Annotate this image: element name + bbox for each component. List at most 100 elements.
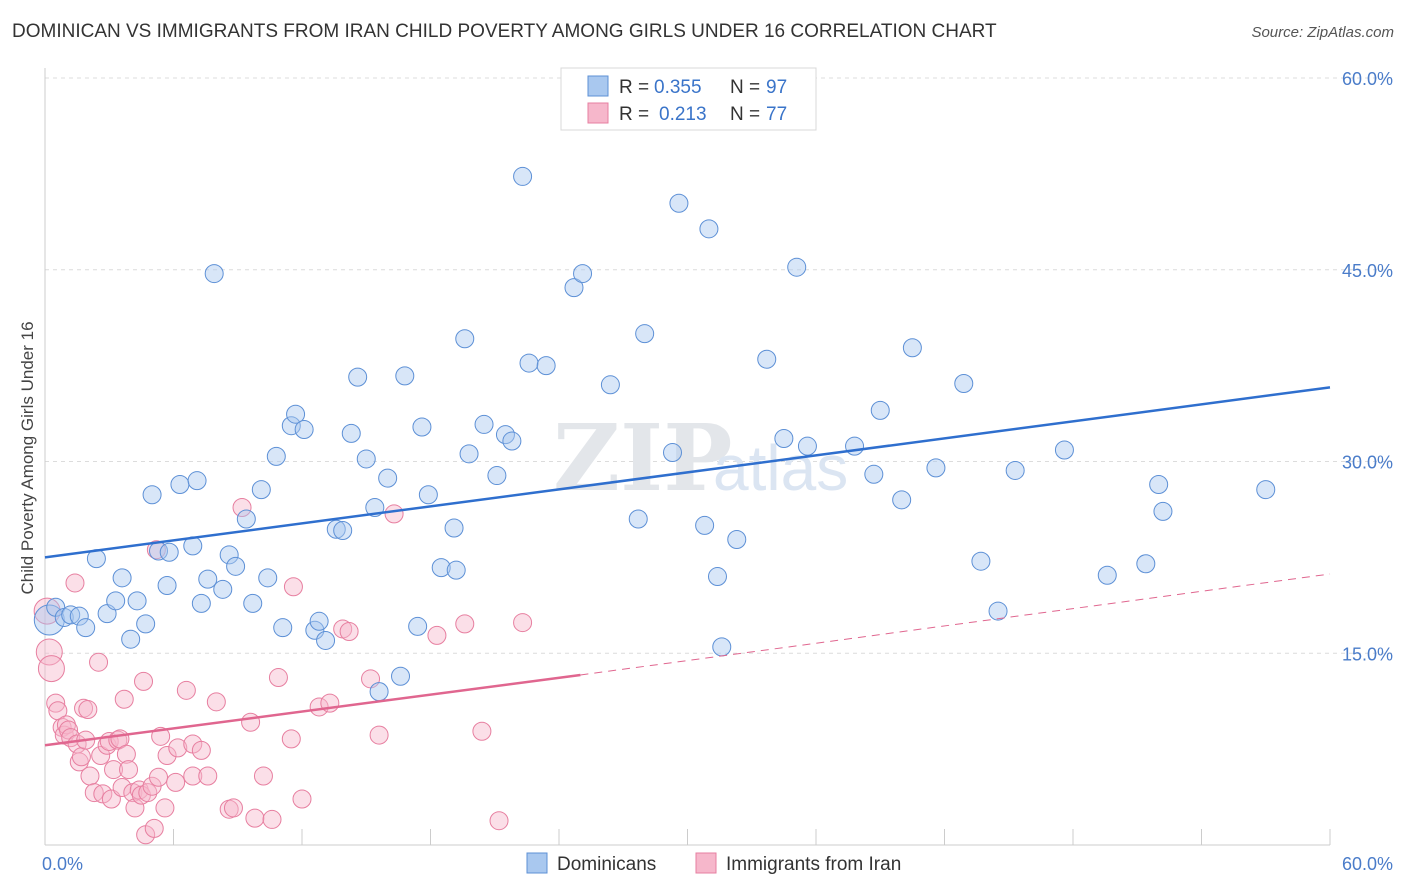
dominican-point-75 xyxy=(757,349,777,369)
legend-n-value-2: 77 xyxy=(766,104,787,125)
dominican-point-77 xyxy=(787,257,807,277)
legend-r-label-1: R = xyxy=(619,77,649,98)
dominican-point-40 xyxy=(341,423,361,443)
legend-n-value-1: 97 xyxy=(766,77,787,98)
dominican-point-79 xyxy=(845,436,865,456)
dominican-point-46 xyxy=(391,666,411,686)
dominican-point-69 xyxy=(669,193,689,213)
iran-point-42 xyxy=(149,767,169,787)
dominican-point-60 xyxy=(513,166,533,186)
legend-bottom: Dominicans Immigrants from Iran xyxy=(526,852,901,875)
dominican-point-21 xyxy=(198,569,218,589)
dominican-point-53 xyxy=(446,560,466,580)
dominican-point-65 xyxy=(600,375,620,395)
legend-n-label-2: N = xyxy=(730,104,760,125)
dominican-point-66 xyxy=(628,509,648,529)
dominican-point-89 xyxy=(1054,440,1074,460)
legend-r-label-2: R = xyxy=(619,104,649,125)
iran-point-31 xyxy=(119,760,139,780)
dominican-point-23 xyxy=(213,579,233,599)
dominican-point-76 xyxy=(774,428,794,448)
iran-point-10 xyxy=(65,573,85,593)
iran-point-73 xyxy=(455,614,475,634)
dominican-point-34 xyxy=(294,420,314,440)
dominican-point-84 xyxy=(926,458,946,478)
iran-point-19 xyxy=(89,652,109,672)
series-immigrants-from-iran xyxy=(33,498,533,845)
dominican-point-92 xyxy=(1149,475,1169,495)
dominican-point-91 xyxy=(1136,554,1156,574)
legend-r-value-2: 0.213 xyxy=(659,104,707,125)
watermark-atlas: atlas xyxy=(713,432,848,504)
legend-bottom-swatch-iran xyxy=(695,852,717,874)
iran-point-36 xyxy=(134,671,154,691)
dominican-point-13 xyxy=(142,485,162,505)
dominican-point-36 xyxy=(309,611,329,631)
y-tick-label-2: 45.0% xyxy=(1342,261,1393,281)
x-tick-label-0: 0.0% xyxy=(42,854,83,874)
dominican-point-42 xyxy=(356,449,376,469)
dominican-point-31 xyxy=(273,618,293,638)
iran-point-57 xyxy=(241,712,261,732)
grid xyxy=(45,77,1392,654)
dominicans-trend-line xyxy=(44,386,1331,559)
iran-point-17 xyxy=(80,766,100,786)
iran-point-64 xyxy=(292,789,312,809)
iran-point-8 xyxy=(59,720,79,740)
iran-point-56 xyxy=(232,498,252,518)
dominican-point-17 xyxy=(170,475,190,495)
dominican-point-11 xyxy=(127,591,147,611)
dominican-point-81 xyxy=(870,400,890,420)
dominican-point-4 xyxy=(69,606,89,626)
dominican-point-47 xyxy=(395,366,415,386)
iran-point-55 xyxy=(223,798,243,818)
dominican-point-15 xyxy=(157,575,177,595)
iran-point-46 xyxy=(166,772,186,792)
iran-point-68 xyxy=(339,622,359,642)
dominican-point-67 xyxy=(635,324,655,344)
dominican-point-29 xyxy=(258,568,278,588)
dominican-point-44 xyxy=(369,682,389,702)
iran-point-72 xyxy=(427,625,447,645)
dominican-point-59 xyxy=(502,431,522,451)
dominican-point-85 xyxy=(954,374,974,394)
dominican-point-30 xyxy=(266,446,286,466)
dominican-point-10 xyxy=(121,629,141,649)
dominican-point-12 xyxy=(136,614,156,634)
iran-point-75 xyxy=(489,811,509,831)
iran-point-50 xyxy=(183,766,203,786)
legend-top: R = 0.355 N = 97 R = 0.213 N = 77 xyxy=(560,67,817,131)
iran-point-74 xyxy=(472,721,492,741)
chart-title: DOMINICAN VS IMMIGRANTS FROM IRAN CHILD … xyxy=(12,21,997,42)
iran-point-45 xyxy=(157,746,177,766)
iran-point-40 xyxy=(144,818,164,838)
dominican-point-9 xyxy=(112,568,132,588)
trend-lines xyxy=(44,386,1331,747)
tick-labels: 15.0% 30.0% 45.0% 60.0% 0.0% 60.0% xyxy=(42,69,1393,874)
dominican-point-49 xyxy=(412,417,432,437)
dominican-point-20 xyxy=(191,593,211,613)
dominican-point-55 xyxy=(459,444,479,464)
dominican-point-51 xyxy=(431,558,451,578)
iran-point-61 xyxy=(268,668,288,688)
iran-point-13 xyxy=(71,747,91,767)
iran-point-3 xyxy=(46,693,66,713)
dominican-point-48 xyxy=(408,616,428,636)
legend-r-value-1: 0.355 xyxy=(654,77,702,98)
dominican-point-54 xyxy=(455,329,475,349)
iran-point-70 xyxy=(369,725,389,745)
dominican-point-24 xyxy=(219,545,239,565)
dominican-point-78 xyxy=(797,436,817,456)
dominican-point-90 xyxy=(1097,565,1117,585)
dominican-point-50 xyxy=(418,485,438,505)
y-axis-label-group: Child Poverty Among Girls Under 16 xyxy=(18,321,37,594)
dominican-point-82 xyxy=(892,490,912,510)
legend-bottom-iran: Immigrants from Iran xyxy=(726,854,901,875)
dominican-point-8 xyxy=(106,591,126,611)
legend-bottom-swatch-dominicans xyxy=(526,852,548,874)
iran-point-52 xyxy=(198,766,218,786)
dominican-point-39 xyxy=(333,521,353,541)
dominican-point-16 xyxy=(159,542,179,562)
iran-point-71 xyxy=(384,504,404,524)
dominican-point-26 xyxy=(236,509,256,529)
